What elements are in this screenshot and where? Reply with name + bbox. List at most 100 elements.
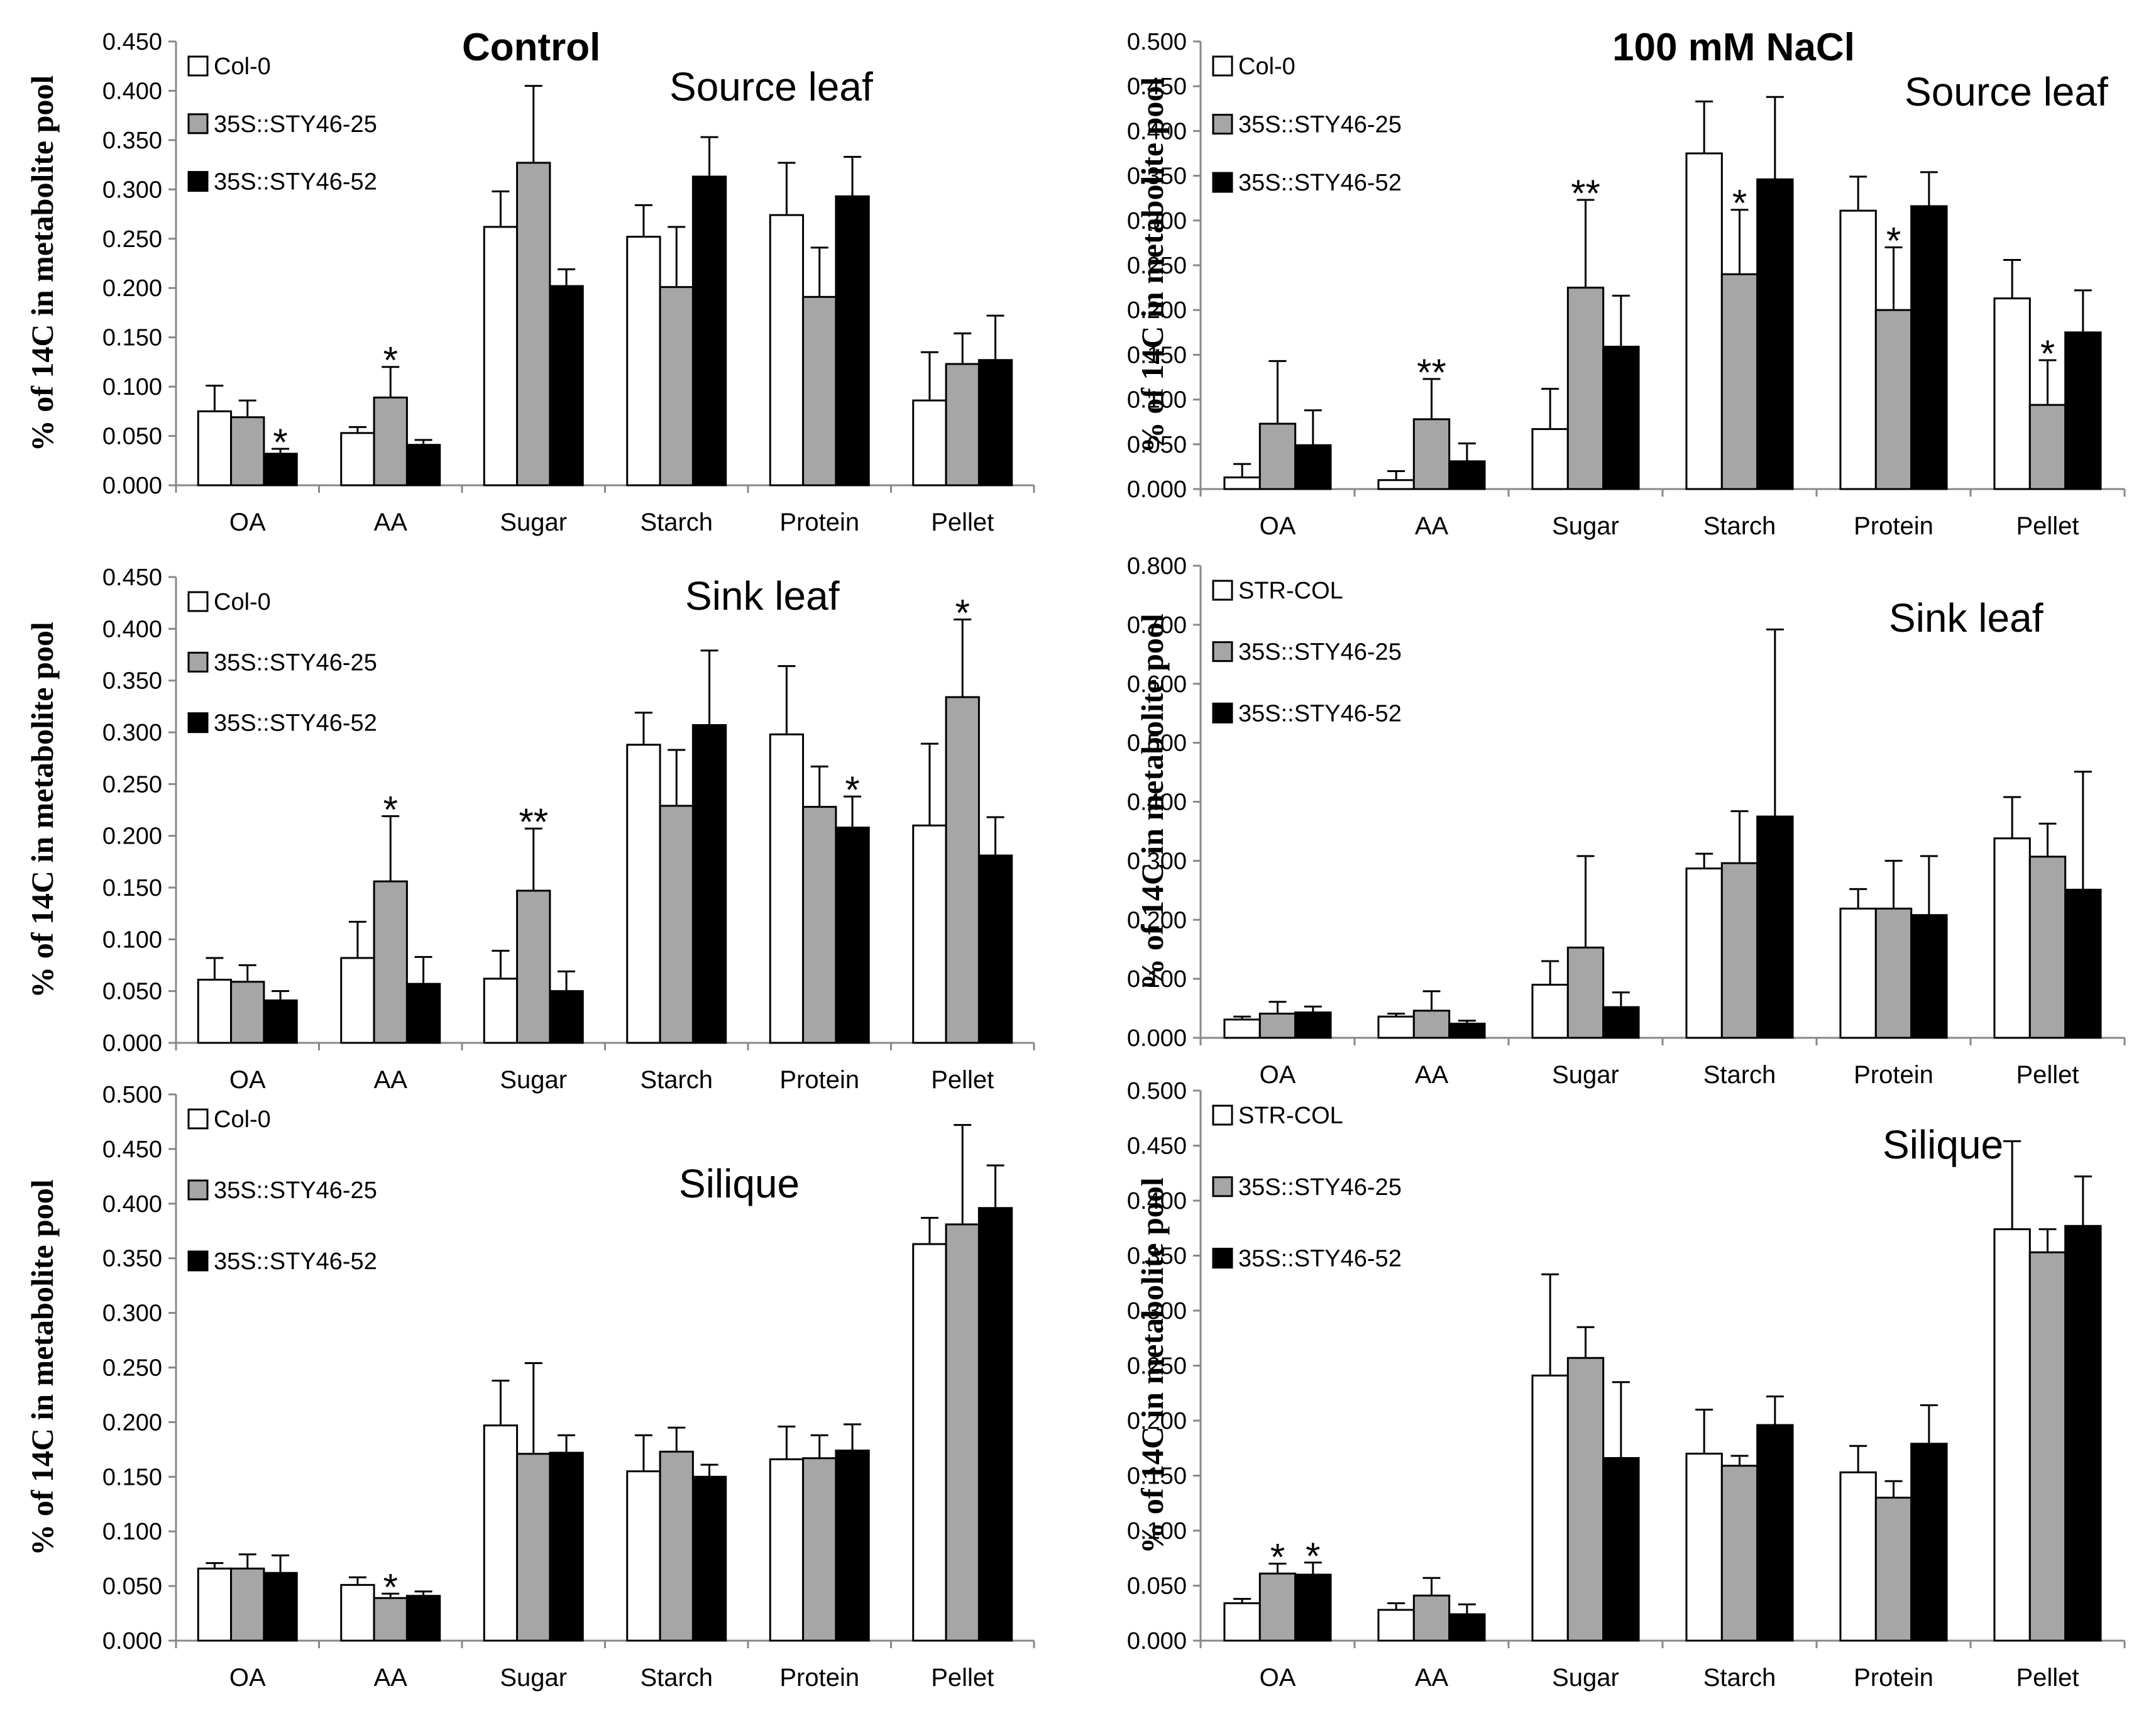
bar-35s-sty46-25-starch [1720,1465,1759,1642]
bar-35s-sty46-25-oa [1258,422,1297,490]
x-tick-label: AA [1415,512,1449,540]
y-tick-label: 0.500 [102,1082,162,1108]
significance-mark: * [383,339,398,382]
x-tick-label: Starch [640,1066,713,1094]
bar-35s-sty46-52-oa [1294,444,1332,490]
y-tick-label: 0.350 [102,128,162,154]
bar-35s-sty46-25-starch [1720,273,1759,490]
bar-35s-sty46-25-oa [1258,1013,1297,1039]
y-tick-label: 0.200 [102,823,162,850]
legend-label: Col-0 [214,53,271,80]
bar-col-0-pellet [912,824,947,1044]
y-tick-label: 0.200 [1127,1408,1187,1434]
bar-str-col-oa [1223,1018,1261,1039]
y-tick-label: 0.100 [102,374,162,400]
bar-35s-sty46-25-sugar [516,1453,551,1642]
y-tick-label: 0.450 [102,1137,162,1163]
y-tick-label: 0.100 [1127,966,1187,993]
legend-swatch [187,113,209,135]
y-tick-label: 0.600 [1127,671,1187,698]
bar-35s-sty46-25-sugar [1566,287,1605,490]
y-axis-label: % of 14C in metabolite pool [1135,1177,1170,1554]
bar-35s-sty46-52-oa [263,999,298,1044]
control-section-title: Control [462,26,601,69]
bar-35s-sty46-52-oa [263,1572,298,1642]
bar-35s-sty46-25-protein [802,1457,837,1642]
bar-35s-sty46-25-starch [659,286,694,487]
x-tick-label: Sugar [500,1066,567,1094]
x-tick-label: Starch [1703,1664,1776,1692]
y-tick-label: 0.200 [102,1409,162,1436]
legend-swatch [1212,1248,1233,1269]
y-tick-label: 0.100 [102,1519,162,1545]
y-tick-label: 0.200 [102,275,162,302]
legend-swatch [187,1108,209,1130]
bar-col-0-sugar [1531,428,1569,490]
x-tick-label: AA [374,1066,408,1094]
bar-35s-sty46-52-oa [1294,1011,1332,1039]
y-tick-label: 0.300 [1127,848,1187,874]
bar-35s-sty46-52-pellet [977,854,1013,1044]
x-tick-label: OA [1260,1664,1296,1692]
y-axis-label: % of 14C in metabolite pool [25,1179,60,1556]
bar-col-0-aa [1377,479,1415,490]
x-tick-label: Sugar [500,1664,567,1692]
y-tick-label: 0.400 [102,616,162,642]
legend-swatch [1212,172,1233,193]
x-tick-label: AA [1415,1061,1449,1089]
bar-col-0-pellet [1993,297,2031,490]
bar-35s-sty46-52-aa [1448,1022,1486,1039]
bar-35s-sty46-25-protein [802,295,837,487]
significance-mark: ** [1417,351,1446,394]
legend-swatch [1212,702,1233,724]
x-tick-label: Sugar [1552,512,1619,540]
y-tick-label: 0.150 [1127,342,1187,368]
y-tick-label: 0.450 [102,564,162,591]
bar-str-col-starch [1685,1453,1723,1642]
x-tick-label: Protein [779,1664,859,1692]
legend-swatch [1212,114,1233,135]
y-tick-label: 0.350 [1127,163,1187,190]
bar-35s-sty46-25-sugar [516,889,551,1044]
x-tick-label: AA [374,1664,408,1692]
y-tick-label: 0.100 [1127,387,1187,414]
chart-panel-4: 0.000 0.100 0.200 0.300 0.400 0.500 0.600 0.700… [1127,553,2126,1089]
bar-35s-sty46-52-protein [835,826,870,1044]
bar-35s-sty46-25-aa [1412,1010,1451,1039]
bar-col-0-pellet [912,1243,947,1642]
x-tick-label: Sugar [500,509,567,536]
y-tick-label: 0.100 [102,927,162,953]
bar-35s-sty46-52-starch [691,175,727,487]
bar-35s-sty46-25-starch [1720,862,1759,1039]
x-tick-label: Pellet [2016,512,2079,540]
chart-panel-6: 0.000 0.050 0.100 0.150 0.200 0.250 0.300 0.350… [1127,1078,2126,1692]
bar-col-0-starch [1685,152,1723,490]
y-tick-label: 0.250 [102,226,162,253]
bar-35s-sty46-52-sugar [1602,1457,1640,1642]
legend-label: 35S::STY46-52 [214,169,377,195]
y-tick-label: 0.200 [1127,907,1187,933]
bar-35s-sty46-25-aa [1412,418,1451,490]
x-tick-label: Sugar [1552,1664,1619,1692]
y-axis-label: % of 14C in metabolite pool [1135,614,1170,990]
bar-str-col-aa [1377,1609,1415,1642]
y-tick-label: 0.050 [1127,432,1187,458]
bar-col-0-sugar [483,1424,519,1642]
y-tick-label: 0.150 [102,1464,162,1490]
y-tick-label: 0.150 [102,325,162,351]
significance-mark: * [845,769,859,811]
bar-35s-sty46-52-aa [1448,460,1486,490]
legend-label: Col-0 [1238,53,1295,80]
chart-title: Source leaf [669,64,873,109]
y-tick-label: 0.000 [1127,1628,1187,1654]
y-tick-label: 0.000 [1127,1025,1187,1052]
y-tick-label: 0.450 [102,29,162,55]
x-tick-label: OA [229,1664,266,1692]
bar-col-0-aa [340,957,375,1044]
legend-label: 35S::STY46-25 [214,649,377,676]
chart-title: Silique [679,1161,800,1206]
significance-mark: * [1306,1535,1320,1577]
x-tick-label: Sugar [1552,1061,1619,1089]
y-tick-label: 0.300 [1127,1298,1187,1324]
